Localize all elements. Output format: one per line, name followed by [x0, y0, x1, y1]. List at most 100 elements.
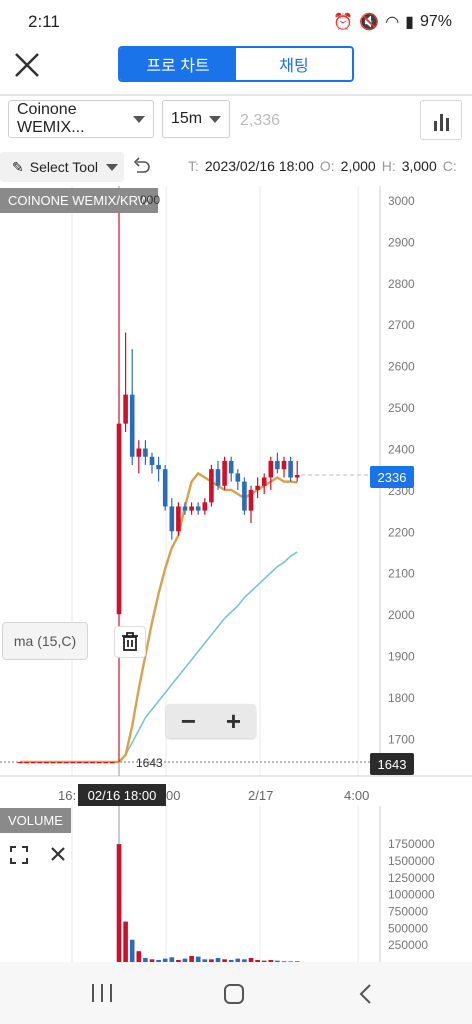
ohlc-values: T: 2023/02/16 18:00 O: 2,000 H: 3,000 C: — [188, 158, 457, 174]
volume-bar — [242, 959, 247, 962]
volume-bar — [149, 959, 155, 962]
system-nav-bar — [0, 962, 472, 1024]
volume-bar — [189, 955, 194, 962]
y-tick-label: 2400 — [388, 442, 415, 456]
expand-icon[interactable] — [10, 846, 28, 864]
wifi-icon: ◠ — [385, 14, 400, 31]
candle-body — [288, 460, 293, 478]
candle-body — [281, 460, 287, 470]
volume-bar — [275, 960, 280, 962]
back-icon[interactable] — [356, 982, 376, 1006]
candle-body — [268, 460, 274, 478]
volume-tick-label: 500000 — [388, 921, 428, 935]
signal-icon: ▮ — [405, 14, 414, 31]
candle-body — [77, 762, 82, 764]
candle-body — [63, 762, 69, 764]
tab-pro-chart[interactable]: 프로 차트 — [120, 48, 236, 80]
x-tick-label: 4:00 — [344, 788, 369, 803]
y-tick-label: 2600 — [388, 360, 415, 374]
ohlc-bar: ✎ Select Tool T: 2023/02/16 18:00 O: 2,0… — [0, 150, 472, 184]
trash-icon[interactable] — [114, 626, 146, 658]
candle-body — [129, 394, 135, 457]
candle-body — [24, 762, 29, 764]
y-tick-label: 2000 — [388, 608, 415, 622]
low-price-tag: 1643 — [370, 753, 414, 775]
zoom-in-button[interactable]: + — [225, 705, 242, 736]
volume-tick-label: 1750000 — [388, 837, 435, 851]
select-tool-dropdown[interactable]: ✎ Select Tool — [0, 152, 124, 182]
volume-bar — [268, 959, 274, 962]
y-tick-label: 1800 — [388, 691, 415, 705]
volume-bar — [228, 959, 234, 962]
candle-body — [255, 485, 260, 490]
y-tick-label: 2800 — [388, 277, 415, 291]
price-chart[interactable]: 3000290028002700260025002400230022002100… — [0, 186, 472, 806]
crosshair-time-tag: 02/16 18:00 — [78, 784, 166, 806]
chevron-down-icon — [133, 115, 145, 123]
volume-bar — [255, 959, 260, 962]
candle-body — [261, 477, 267, 486]
volume-bar — [176, 959, 181, 962]
volume-bar — [182, 958, 188, 962]
market-select[interactable]: Coinone WEMIX... — [8, 100, 154, 138]
divider — [0, 94, 472, 96]
candle-body — [123, 394, 128, 424]
candle-body — [176, 506, 181, 532]
candle-body — [242, 481, 247, 511]
status-icons: ⏰ 🔇 ◠ ▮ 97% — [333, 12, 452, 32]
market-label: Coinone WEMIX... — [17, 101, 85, 136]
volume-tick-label: 1500000 — [388, 854, 435, 868]
candle-body — [143, 448, 148, 457]
top-price-label: 000 — [140, 193, 161, 207]
interval-select[interactable]: 15m — [162, 100, 230, 138]
close-panel-icon[interactable] — [50, 846, 66, 862]
status-bar: 2:11 ⏰ 🔇 ◠ ▮ 97% — [0, 0, 472, 44]
volume-bar — [222, 959, 227, 962]
undo-icon[interactable] — [132, 156, 150, 176]
candle-body — [44, 762, 49, 764]
x-tick-label: 00 — [166, 788, 180, 803]
volume-bar — [209, 959, 214, 962]
zoom-controls: − + — [166, 704, 256, 738]
volume-bar — [123, 921, 128, 962]
y-tick-label: 2200 — [388, 525, 415, 539]
price-field[interactable]: 2,336 — [240, 112, 281, 129]
close-icon[interactable] — [12, 50, 42, 80]
candle-body — [96, 762, 102, 764]
volume-bar — [202, 959, 208, 962]
candle-body — [162, 469, 168, 507]
candle-body — [149, 456, 155, 466]
candle-body — [215, 469, 221, 486]
indicator-chip[interactable]: ma (15,C) — [2, 622, 88, 660]
y-tick-label: 2500 — [388, 401, 415, 415]
recent-apps-icon[interactable] — [90, 982, 114, 1004]
chart-title: COINONE WEMIX/KRW — [0, 188, 159, 213]
x-tick-label: 16: — [58, 788, 76, 803]
trash-glyph — [122, 632, 138, 651]
zoom-out-button[interactable]: − — [180, 705, 197, 736]
candle-body — [294, 474, 300, 478]
chart-toolbar: Coinone WEMIX... 15m 2,336 — [0, 100, 472, 144]
interval-label: 15m — [171, 110, 203, 127]
y-tick-label: 3000 — [388, 194, 415, 208]
candle-body — [70, 762, 76, 764]
volume-bar — [169, 957, 175, 962]
select-tool-label: Select Tool — [29, 159, 98, 175]
y-tick-label: 1700 — [388, 732, 415, 746]
tab-chat[interactable]: 채팅 — [236, 48, 352, 80]
status-time: 2:11 — [28, 12, 60, 31]
volume-tick-label: 1000000 — [388, 888, 435, 902]
volume-bar — [156, 959, 161, 962]
chevron-down-icon — [209, 115, 221, 123]
volume-chart[interactable]: 1750000 1500000 1250000 1000000 750000 500000… — [0, 806, 472, 962]
pencil-icon: ✎ — [12, 158, 24, 175]
candle-body — [116, 423, 122, 615]
candle-body — [57, 762, 62, 764]
chart-type-button[interactable] — [420, 100, 462, 140]
volume-tick-label: 250000 — [388, 938, 428, 952]
candle-body — [209, 469, 214, 503]
home-icon[interactable] — [222, 982, 246, 1006]
volume-bar — [195, 956, 201, 962]
candle-body — [202, 502, 208, 511]
volume-bar — [261, 960, 267, 962]
